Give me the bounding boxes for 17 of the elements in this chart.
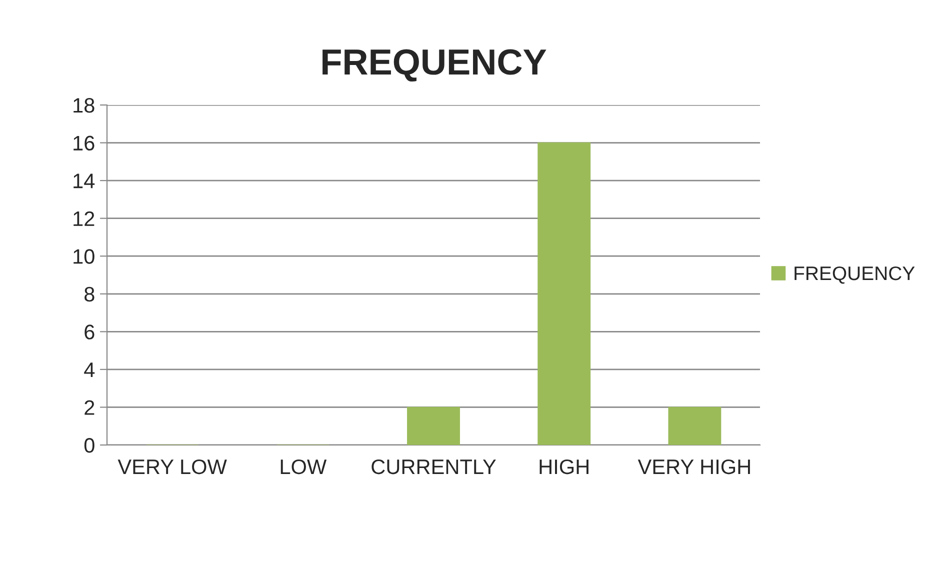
y-tick-label: 8: [84, 286, 94, 302]
y-tick-label: 6: [84, 324, 94, 340]
y-tick-label: 16: [74, 136, 94, 151]
x-tick-label: LOW: [280, 459, 327, 474]
chart-title: FREQUENCY: [322, 49, 546, 82]
y-tick-label: 0: [84, 438, 94, 453]
y-tick-label: 2: [84, 400, 94, 415]
y-tick-label: 12: [74, 211, 94, 226]
y-tick-label: 10: [74, 249, 94, 264]
x-tick-label: HIGH: [540, 459, 588, 474]
x-tick-label: CURRENTLY: [372, 459, 496, 474]
x-tick-label: VERY HIGH: [638, 459, 750, 474]
y-tick-label: 14: [74, 174, 95, 188]
legend-label: FREQUENCY: [794, 266, 915, 284]
y-tick-label: 4: [84, 362, 95, 377]
x-tick-label: VERY LOW: [118, 459, 227, 474]
y-tick-label: 18: [74, 98, 94, 113]
